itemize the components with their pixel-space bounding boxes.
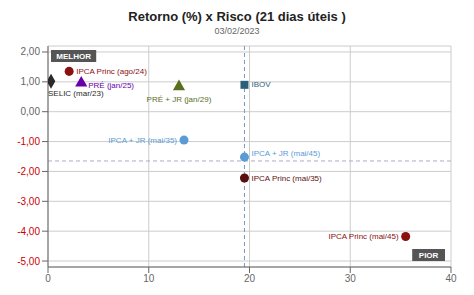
svg-text:PRÉ + JR (jan/29): PRÉ + JR (jan/29) [147,95,212,104]
html-text:Retorno (%) x Risco (21 dias ú: Retorno (%) x Risco (21 dias úteis ) [128,9,346,24]
svg-text:-3,00: -3,00 [17,196,40,207]
svg-text:2,00: 2,00 [21,46,41,57]
svg-text:IPCA Princ (mai/45): IPCA Princ (mai/45) [328,232,399,241]
svg-text:10: 10 [143,273,155,284]
svg-text:IPCA + JR (mai/35): IPCA + JR (mai/35) [108,136,177,145]
svg-text:-1,00: -1,00 [17,136,40,147]
svg-text:IPCA Princ (mai/35): IPCA Princ (mai/35) [251,174,322,183]
svg-text:20: 20 [244,273,256,284]
svg-text:-5,00: -5,00 [17,256,40,267]
svg-text:1,00: 1,00 [21,76,41,87]
svg-text:-2,00: -2,00 [17,166,40,177]
svg-text:IPCA Princ (ago/24): IPCA Princ (ago/24) [76,67,147,76]
svg-text:-4,00: -4,00 [17,226,40,237]
svg-text:IBOV: IBOV [251,80,271,89]
svg-text:30: 30 [345,273,357,284]
svg-text:PIOR: PIOR [419,251,439,260]
svg-text:40: 40 [445,273,457,284]
svg-text:SELIC (mar/23): SELIC (mar/23) [48,89,104,98]
svg-text:0: 0 [45,273,51,284]
svg-text:IPCA + JR (mai/45): IPCA + JR (mai/45) [251,149,320,158]
html-text:03/02/2023: 03/02/2023 [214,26,260,36]
svg-text:MELHOR: MELHOR [56,52,91,61]
svg-text:0,00: 0,00 [21,106,41,117]
svg-text:PRÉ (jan/25): PRÉ (jan/25) [88,81,134,90]
